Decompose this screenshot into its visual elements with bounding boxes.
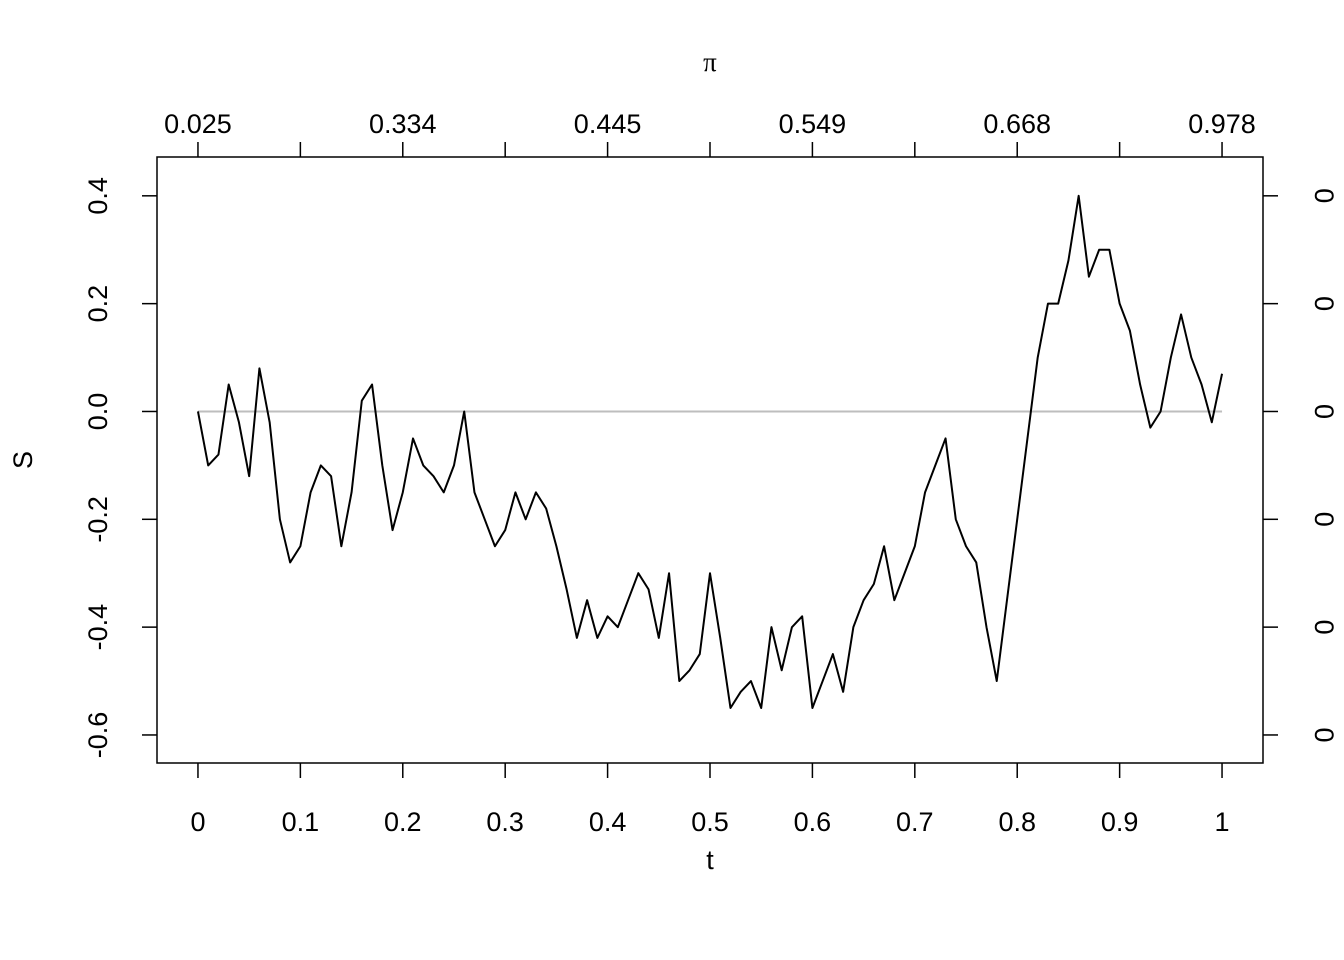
x2-tick-label: 0.978 — [1188, 109, 1256, 139]
x-tick-label: 0.9 — [1101, 807, 1139, 837]
y2-tick-label: 0 — [1309, 727, 1339, 742]
x-tick-label: 0.2 — [384, 807, 422, 837]
series-line — [196, 194, 1224, 710]
x-tick-label: 0.7 — [896, 807, 934, 837]
x2-axis-label: π — [703, 47, 717, 77]
y2-tick-label: 0 — [1309, 188, 1339, 203]
x-axis-label: t — [706, 845, 714, 875]
x-tick-label: 0.4 — [589, 807, 627, 837]
x2-tick-label: 0.445 — [574, 109, 642, 139]
y-tick-label: 0.0 — [83, 393, 113, 431]
y-axis-label: S — [8, 451, 38, 469]
x-tick-label: 0.5 — [691, 807, 729, 837]
y-tick-label: 0.4 — [83, 177, 113, 215]
x-tick-label: 0.8 — [998, 807, 1036, 837]
x2-tick-label: 0.334 — [369, 109, 437, 139]
x2-tick-label: 0.025 — [164, 109, 232, 139]
x-tick-label: 0.1 — [282, 807, 320, 837]
x-tick-label: 0 — [190, 807, 205, 837]
y-tick-label: -0.6 — [83, 712, 113, 759]
x-tick-label: 0.6 — [794, 807, 832, 837]
y2-tick-label: 0 — [1309, 512, 1339, 527]
plot-box — [156, 156, 1264, 764]
x2-tick-label: 0.668 — [983, 109, 1051, 139]
y2-tick-label: 0 — [1309, 620, 1339, 635]
y2-tick-label: 0 — [1309, 296, 1339, 311]
y-tick-label: 0.2 — [83, 285, 113, 323]
x-tick-label: 1 — [1215, 807, 1230, 837]
x2-tick-label: 0.549 — [779, 109, 847, 139]
y-tick-label: -0.2 — [83, 496, 113, 543]
y2-tick-label: 0 — [1309, 404, 1339, 419]
y-tick-label: -0.4 — [83, 604, 113, 651]
x-tick-label: 0.3 — [486, 807, 524, 837]
